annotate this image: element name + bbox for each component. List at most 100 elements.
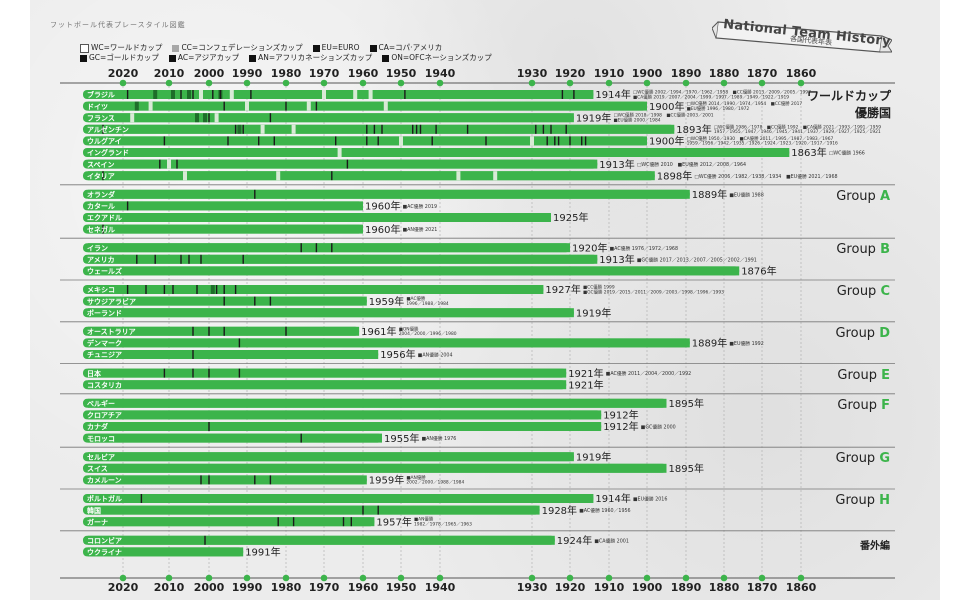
wc-win-mark <box>199 90 203 99</box>
team-bar-body <box>88 243 570 253</box>
team-row: エクアドル 1925年 <box>83 211 588 224</box>
team-name: チュニジア <box>87 351 122 359</box>
team-bar-body <box>88 201 363 211</box>
axis-tick-label: 2010 <box>154 581 185 594</box>
team-name: オーストラリア <box>87 328 136 336</box>
team-name: メキシコ <box>87 286 115 294</box>
legend-item: CA=コパ·アメリカ <box>369 43 443 53</box>
founded-year-label: 1957年 <box>376 515 411 528</box>
axis-tick-dot <box>397 574 405 582</box>
title-win-mark <box>208 326 210 336</box>
title-win-mark <box>285 101 287 111</box>
team-bar-body <box>88 463 667 473</box>
legend-label: WC=ワールドカップ <box>91 43 163 52</box>
title-history-note: 1957／1955／1947／1946／1945／1941／1937／1929／… <box>714 129 881 135</box>
group-label-prefix: Group <box>837 367 882 383</box>
team-name: イタリア <box>87 171 115 180</box>
founded-year-label: 1876年 <box>741 265 776 278</box>
title-history-note: ■AN優勝 <box>414 516 434 523</box>
team-bar-body <box>88 113 574 123</box>
title-win-mark <box>126 201 129 211</box>
team-bar-body <box>88 254 598 264</box>
group-label-prefix: Group <box>835 451 880 467</box>
title-history-note: □WC優勝 2006／1982／1938／1934 ■EU優勝 2021／196… <box>694 173 837 180</box>
group-label-prefix: Group <box>836 188 880 204</box>
title-win-mark <box>377 136 379 146</box>
team-bar-body <box>88 148 790 157</box>
title-win-mark <box>381 124 383 134</box>
founded-year-label: 1959年 <box>369 474 404 487</box>
legend-label: CA=コパ·アメリカ <box>378 43 443 52</box>
team-name: ウェールズ <box>87 267 122 276</box>
team-bar-body <box>88 380 567 390</box>
legend-item: ON=OFCネーションズカップ <box>382 53 492 63</box>
group-label-letter: G <box>879 451 890 467</box>
team-bar-body <box>88 213 551 222</box>
legend-label: AC=アジアカップ <box>177 53 240 62</box>
title-win-mark <box>172 285 174 294</box>
axis-tick-dot <box>359 79 367 87</box>
title-win-mark <box>362 505 364 515</box>
team-row: ポルトガル 1914年 ■EU優勝 2016 <box>83 492 667 505</box>
title-win-mark <box>412 124 414 134</box>
title-win-mark <box>277 517 279 527</box>
team-bar-body <box>88 433 382 443</box>
team-name: アルゼンチン <box>87 125 129 134</box>
legend-item: AC=アジアカップ <box>168 53 240 63</box>
founded-year-label: 1895年 <box>669 462 704 475</box>
group-label-letter: D <box>879 325 890 341</box>
title-win-mark <box>373 124 376 134</box>
title-win-mark <box>546 136 548 146</box>
axis-tick-dot <box>758 574 766 582</box>
title-win-mark <box>331 243 333 253</box>
group-label-prefix: Group <box>837 397 882 413</box>
founded-year-label: 1919年 <box>576 111 611 124</box>
group-label-letter: C <box>880 284 890 299</box>
team-bar-body <box>88 224 363 234</box>
title-win-mark <box>188 254 190 264</box>
title-win-mark <box>557 136 560 146</box>
title-win-mark <box>102 124 104 134</box>
team-row: オランダ 1889年 ■EU優勝 1988 <box>83 188 764 201</box>
title-win-mark <box>269 475 272 485</box>
title-win-mark <box>415 124 418 134</box>
legend-swatch <box>172 44 180 52</box>
title-win-mark <box>466 124 469 134</box>
group-label-prefix: Group <box>835 325 880 341</box>
team-bar-body <box>88 452 574 462</box>
legend-item: CC=コンフェデレーションズカップ <box>172 43 303 53</box>
legend-label: ON=OFCネーションズカップ <box>391 53 492 62</box>
title-win-mark <box>485 136 487 146</box>
axis-tick-label: 1940 <box>425 581 456 594</box>
title-win-mark <box>102 224 104 234</box>
team-row: デンマーク 1889年 ■EU優勝 1992 <box>83 337 764 350</box>
team-bar-body <box>88 266 740 276</box>
axis-tick-label: 1910 <box>594 581 625 594</box>
founded-year-label: 1919年 <box>576 450 611 463</box>
group-label-letter: A <box>879 188 890 204</box>
team-bar-body <box>88 189 690 199</box>
team-bar-body <box>88 90 594 99</box>
founded-year-label: 1959年 <box>369 295 404 308</box>
team-bar-body <box>88 535 555 545</box>
team-name: スペイン <box>87 161 115 169</box>
title-win-mark <box>176 159 178 169</box>
title-win-mark <box>250 90 252 99</box>
axis-tick-dot <box>566 79 574 87</box>
wc-win-mark <box>148 101 153 111</box>
founded-year-label: 1920年 <box>572 241 607 254</box>
title-history-note: ■CA優勝 2001 <box>594 537 629 544</box>
title-win-mark <box>234 124 237 134</box>
cc-win-mark <box>187 90 191 99</box>
team-bar-body <box>88 494 594 503</box>
legend-label: GC=ゴールドカップ <box>89 53 159 62</box>
axis-tick-dot <box>436 79 444 87</box>
title-win-mark <box>342 517 345 527</box>
team-name: セネガル <box>87 225 115 234</box>
team-bar-body <box>88 422 602 431</box>
axis-tick-dot <box>720 79 728 87</box>
team-bar-body <box>88 159 598 169</box>
wc-win-mark <box>291 124 296 134</box>
team-row: アルゼンチン 1893年 □WC優勝 1986／1978 ■CC優勝 1992 ■C… <box>83 123 881 136</box>
